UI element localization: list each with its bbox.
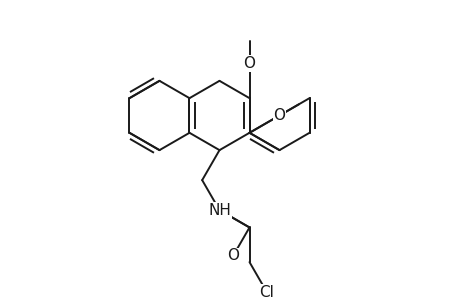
Text: Cl: Cl (259, 285, 274, 300)
Text: O: O (273, 108, 285, 123)
Text: NH: NH (207, 202, 230, 217)
Text: O: O (243, 56, 255, 71)
Text: O: O (227, 248, 239, 263)
